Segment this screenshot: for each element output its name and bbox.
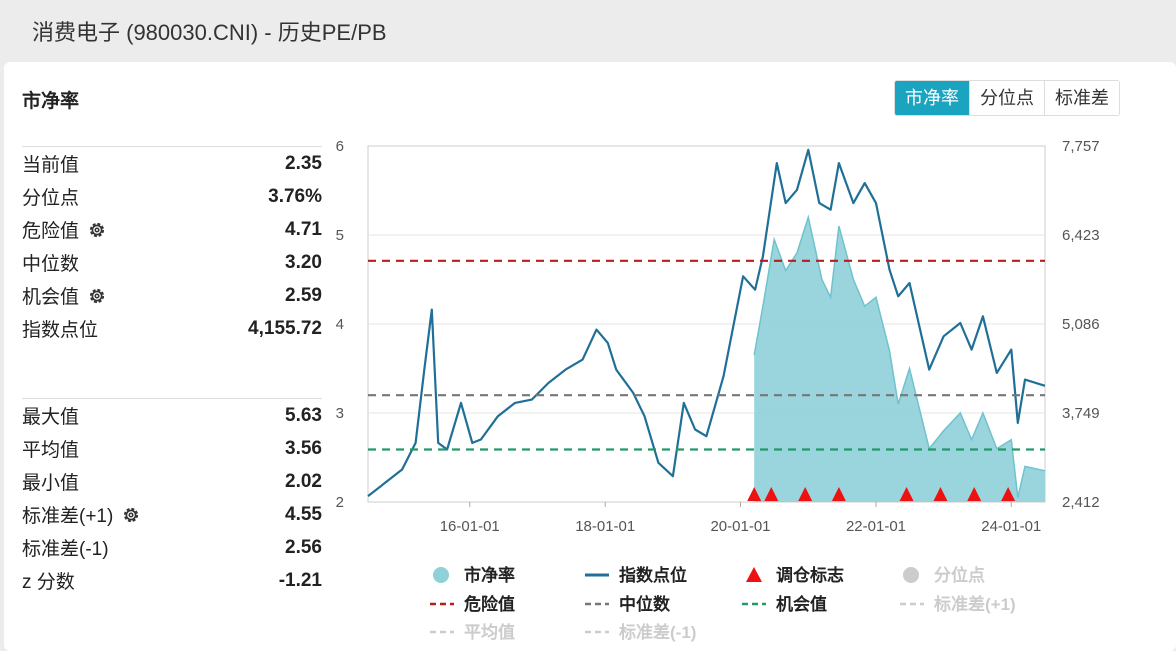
stat-row-max: 最大值 5.63 xyxy=(22,399,322,432)
rebalance-marker xyxy=(933,487,948,501)
stat-label: 最大值 xyxy=(22,407,80,428)
stat-value: 3.56 xyxy=(285,437,322,459)
y-left-tick-label: 5 xyxy=(336,227,344,244)
x-tick-label: 20-01-01 xyxy=(710,518,770,535)
metric-tabs: 市净率 分位点 标准差 xyxy=(894,80,1120,116)
x-tick-label: 24-01-01 xyxy=(981,518,1041,535)
y-right-tick-label: 7,757 xyxy=(1062,138,1100,155)
y-left-tick-label: 4 xyxy=(336,316,344,333)
legend-label[interactable]: 调仓标志 xyxy=(776,565,844,585)
stat-label: 标准差(+1) xyxy=(22,506,114,527)
stat-label: z 分数 xyxy=(22,572,75,593)
stat-label-group: 危险值 xyxy=(22,216,107,243)
stat-value: 2.02 xyxy=(285,470,322,492)
y-right-tick-label: 3,749 xyxy=(1062,405,1100,422)
legend-label[interactable]: 标准差(+1) xyxy=(934,594,1016,614)
stat-value: 5.63 xyxy=(285,404,322,426)
index-line xyxy=(367,148,1046,497)
stat-row-danger: 危险值 4.71 xyxy=(22,213,322,246)
stat-label: 最小值 xyxy=(22,473,80,494)
pb-chart[interactable]: 2 3 4 5 6 2,412 3,749 5,086 6,423 7,757 16-01-01 18… xyxy=(4,62,1176,651)
stat-label-group: 标准差(+1) xyxy=(22,501,141,528)
rebalance-marker xyxy=(831,487,846,501)
legend-swatch-dot xyxy=(433,567,449,583)
rebalance-marker xyxy=(764,487,779,501)
legend-label[interactable]: 危险值 xyxy=(463,594,515,614)
legend-label[interactable]: 中位数 xyxy=(619,594,671,614)
rebalance-marker xyxy=(1001,487,1016,501)
legend-swatch-triangle xyxy=(746,567,762,582)
stat-row-current: 当前值 2.35 xyxy=(22,147,322,180)
stat-value: 4.55 xyxy=(285,503,322,525)
tab-percentile[interactable]: 分位点 xyxy=(969,81,1044,115)
stat-row-std-plus: 标准差(+1) 4.55 xyxy=(22,498,322,531)
stat-row-std-minus: 标准差(-1) 2.56 xyxy=(22,531,322,564)
stat-value: 3.20 xyxy=(285,251,322,273)
legend-label[interactable]: 机会值 xyxy=(776,594,827,614)
legend-swatch-dot xyxy=(903,567,919,583)
y-right-tick-label: 6,423 xyxy=(1062,227,1100,244)
stat-label: 标准差(-1) xyxy=(22,539,109,560)
pb-area xyxy=(754,217,1045,502)
x-tick-label: 18-01-01 xyxy=(575,518,635,535)
stat-value: 2.59 xyxy=(285,284,322,306)
gear-icon[interactable] xyxy=(87,220,107,240)
stat-value: 2.35 xyxy=(285,152,322,174)
stat-label: 分位点 xyxy=(22,188,80,209)
stat-row-min: 最小值 2.02 xyxy=(22,465,322,498)
rebalance-marker xyxy=(798,487,813,501)
stat-label: 机会值 xyxy=(22,287,80,308)
stat-value: 2.56 xyxy=(285,536,322,558)
gear-icon[interactable] xyxy=(121,505,141,525)
rebalance-marker xyxy=(747,487,762,501)
pb-line xyxy=(753,214,1046,498)
stat-label-group: 机会值 xyxy=(22,282,107,309)
legend-label[interactable]: 平均值 xyxy=(464,622,515,642)
gear-icon[interactable] xyxy=(87,286,107,306)
page-header: 消费电子 (980030.CNI) - 历史PE/PB xyxy=(0,0,1176,62)
stat-row-opportunity: 机会值 2.59 xyxy=(22,279,322,312)
stat-label: 当前值 xyxy=(22,155,80,176)
stat-row-mean: 平均值 3.56 xyxy=(22,432,322,465)
stat-value: -1.21 xyxy=(278,569,322,591)
stat-value: 3.76% xyxy=(268,185,322,207)
stat-row-z-score: z 分数 -1.21 xyxy=(22,564,322,597)
y-left-tick-label: 3 xyxy=(336,405,344,422)
x-tick-label: 16-01-01 xyxy=(440,518,500,535)
stat-value: 4.71 xyxy=(285,218,322,240)
stat-label: 中位数 xyxy=(22,254,80,275)
rebalance-marker xyxy=(967,487,982,501)
stat-row-percentile: 分位点 3.76% xyxy=(22,180,322,213)
valuation-card: 市净率 市净率 分位点 标准差 当前值 2.35 分位点 3.76% 危险值 4… xyxy=(4,62,1176,651)
y-left-tick-label: 6 xyxy=(336,138,344,155)
y-left-tick-label: 2 xyxy=(336,494,344,511)
stat-row-median: 中位数 3.20 xyxy=(22,246,322,279)
card-title: 市净率 xyxy=(22,91,80,112)
stat-label: 平均值 xyxy=(22,440,80,461)
stats-panel-current: 当前值 2.35 分位点 3.76% 危险值 4.71 中位数 3.20 机会值… xyxy=(22,146,322,345)
stat-value: 4,155.72 xyxy=(248,317,322,339)
legend-label[interactable]: 市净率 xyxy=(464,565,515,585)
legend-label[interactable]: 标准差(-1) xyxy=(619,622,696,642)
y-right-tick-label: 2,412 xyxy=(1062,494,1100,511)
legend-label[interactable]: 分位点 xyxy=(934,565,985,585)
stats-panel-history: 最大值 5.63 平均值 3.56 最小值 2.02 标准差(+1) 4.55 … xyxy=(22,398,322,597)
stat-row-index-level: 指数点位 4,155.72 xyxy=(22,312,322,345)
x-tick-label: 22-01-01 xyxy=(846,518,906,535)
legend-label[interactable]: 指数点位 xyxy=(619,565,687,585)
tab-pb[interactable]: 市净率 xyxy=(895,81,969,115)
stat-label: 危险值 xyxy=(22,221,80,242)
rebalance-marker xyxy=(899,487,914,501)
tab-std-dev[interactable]: 标准差 xyxy=(1044,81,1119,115)
page-title: 消费电子 (980030.CNI) - 历史PE/PB xyxy=(32,20,387,45)
stat-label: 指数点位 xyxy=(22,320,99,341)
y-right-tick-label: 5,086 xyxy=(1062,316,1100,333)
